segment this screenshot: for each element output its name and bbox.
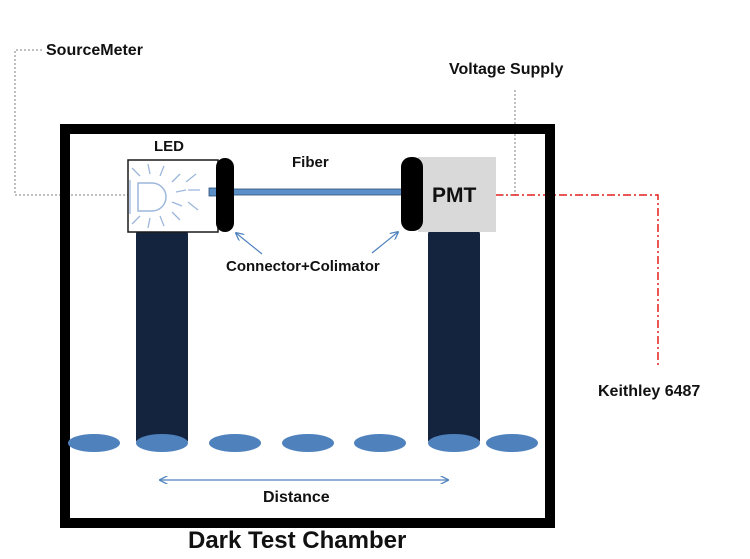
led-support-post (136, 230, 188, 444)
connector-callout-arrow (371, 232, 398, 254)
pmt-support-post (428, 230, 480, 444)
voltage-supply-cable (495, 90, 516, 196)
distance-label: Distance (263, 489, 330, 506)
chamber-title: Dark Test Chamber (188, 527, 407, 554)
sourcemeter-label: SourceMeter (46, 42, 143, 59)
position-marker (354, 434, 406, 452)
connector-colimator-label: Connector+Colimator (226, 258, 380, 275)
sourcemeter-cable (14, 49, 135, 196)
connector-callout-arrow (236, 233, 263, 255)
keithley-label: Keithley 6487 (598, 383, 701, 400)
position-marker (282, 434, 334, 452)
position-marker (209, 434, 261, 452)
position-marker (68, 434, 120, 452)
pmt-housing (418, 157, 496, 232)
position-marker (428, 434, 480, 452)
keithley-signal-cable (495, 194, 659, 365)
led-emitter-icon (129, 163, 200, 229)
voltage-supply-label: Voltage Supply (449, 61, 564, 78)
position-marker (136, 434, 188, 452)
fiber-cable (229, 188, 409, 196)
pmt-connector (401, 157, 423, 231)
dark-test-chamber (60, 124, 555, 528)
pmt-label: PMT (432, 184, 477, 207)
led-label: LED (154, 138, 184, 155)
position-marker (486, 434, 538, 452)
led-housing (127, 159, 219, 233)
fiber-label: Fiber (292, 154, 329, 171)
led-connector (216, 158, 234, 232)
